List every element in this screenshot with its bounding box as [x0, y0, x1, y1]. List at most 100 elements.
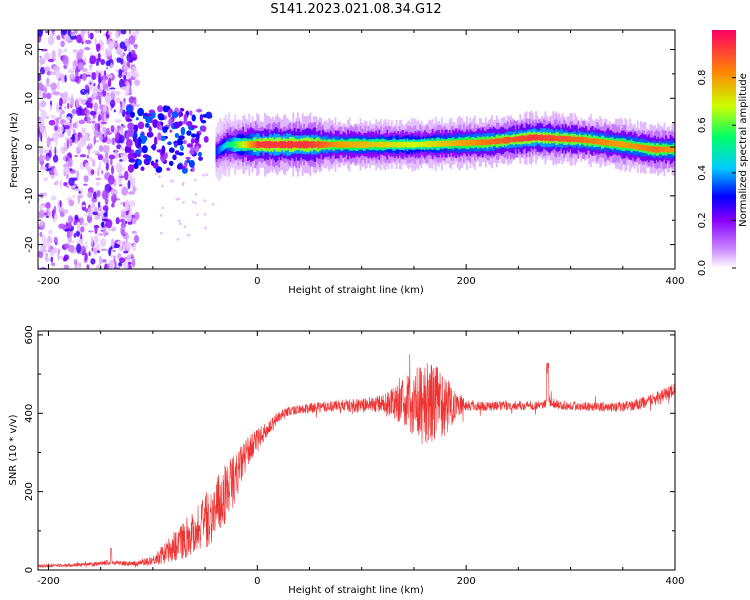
spectrogram-ridge-cell — [342, 141, 345, 148]
spectrogram-ridge-cell — [568, 135, 570, 143]
spectrogram-ridge-cell — [447, 140, 450, 147]
spectrogram-noise-blob — [118, 68, 122, 76]
spectrogram-noise-blob — [98, 145, 104, 152]
spectrogram-transition-blob — [150, 160, 155, 166]
spectrogram-noise-blob — [62, 209, 69, 214]
spectrogram-image — [38, 30, 675, 269]
spectrogram-ridge-cell — [613, 140, 616, 147]
spectrogram-noise-blob — [97, 166, 102, 173]
spectrogram-noise-blob — [55, 180, 59, 186]
spectrogram-transition-blob — [179, 107, 185, 112]
spectrogram-ridge-cell — [275, 141, 277, 148]
spectrogram-ridge-cell — [401, 141, 404, 148]
spectrogram-noise-blob — [98, 74, 102, 85]
spectrogram-noise-blob — [116, 50, 120, 54]
spectrogram-ridge-cell — [406, 141, 409, 148]
spectrogram-noise-blob — [59, 200, 62, 208]
figure-title: S141.2023.021.08.34.G12 — [270, 2, 441, 17]
spectrogram-noise-blob — [102, 145, 109, 153]
spectrogram-ridge-cell — [224, 142, 227, 149]
spectrogram-noise-blob — [105, 48, 109, 58]
spectrogram-noise-blob — [124, 170, 129, 181]
spectrogram-ridge-cell — [513, 136, 515, 142]
spectrogram-transition-blob — [161, 145, 166, 155]
spectrogram-transition-blob — [128, 158, 136, 163]
spectrogram-ridge-cell — [542, 135, 545, 140]
spectrogram-noise-blob — [130, 57, 137, 61]
spectrogram-ridge-cell — [292, 141, 295, 148]
spectrogram-noise-blob — [56, 35, 61, 41]
spectrogram-ridge-cell — [375, 142, 378, 147]
spectrogram-noise-blob — [102, 126, 107, 133]
spectrogram-ridge-cell — [289, 141, 291, 148]
spectrogram-transition-blob — [154, 136, 158, 146]
spectrogram-ridge-cell — [481, 139, 484, 146]
spectrogram-transition-blob — [155, 159, 159, 163]
spectrogram-noise-blob — [71, 94, 74, 102]
spectrogram-noise-blob — [94, 37, 97, 46]
spectrogram-ridge-cell — [591, 137, 594, 144]
spectrogram-ridge-cell — [279, 140, 282, 149]
spectrogram-ridge-cell — [594, 139, 597, 144]
spectrogram-noise-blob — [100, 248, 107, 251]
spectrogram-ridge-cell — [500, 138, 503, 144]
spectrogram-noise-blob — [50, 256, 54, 263]
spectrogram-noise-blob — [49, 248, 55, 257]
spectrogram-noise-blob — [47, 210, 52, 218]
spectrogram-ridge-cell — [433, 140, 436, 148]
spectrogram-transition-blob — [201, 119, 207, 124]
spectrogram-ridge-cell — [669, 146, 672, 153]
spectrogram-ridge-cell — [267, 141, 269, 148]
spectrogram-ridge-cell — [522, 135, 525, 142]
spectrogram-noise-blob — [79, 154, 87, 158]
spectrogram-ridge-cell — [369, 142, 371, 148]
spectrogram-noise-blob — [129, 205, 133, 216]
spectrogram-noise-blob — [39, 231, 43, 237]
spectrogram-transition-blob — [172, 154, 177, 161]
spectrogram-ridge-cell — [220, 145, 222, 152]
spectrogram-noise-blob — [67, 215, 74, 224]
spectrogram-ridge-cell — [394, 141, 396, 148]
spectrogram-noise-blob — [85, 74, 91, 77]
spectrogram-noise-blob — [123, 75, 127, 80]
spectrogram-noise-blob — [92, 211, 98, 216]
spectrogram-ridge-cell — [395, 142, 398, 147]
spectrogram-ridge-cell — [378, 141, 381, 148]
spectrogram-noise-blob — [90, 235, 94, 246]
spectrogram-noise-blob — [96, 190, 101, 197]
spectrogram-ridge-cell — [563, 135, 566, 142]
spectrogram-noise-blob — [132, 243, 137, 252]
spectrogram-noise-blob — [50, 262, 56, 267]
spectrogram-ridge-cell — [596, 138, 598, 145]
spectrogram-ridge-cell — [301, 141, 304, 148]
spectrogram-ridge-cell — [234, 141, 237, 148]
spectrogram-ridge-cell — [312, 141, 315, 149]
spectrogram-noise-blob — [38, 30, 43, 37]
colorbar-tick-label: 0.4 — [697, 165, 708, 181]
spectrogram-noise-blob — [108, 247, 112, 257]
spectrogram-ridge-cell — [572, 136, 575, 143]
spectrogram-ridge-cell — [638, 143, 641, 151]
spectrogram-noise-blob — [95, 177, 102, 181]
spectrogram-ridge-cell — [389, 142, 392, 147]
colorbar-label: Normalized spectral amplitude — [738, 73, 749, 227]
spectrogram-speck — [161, 206, 165, 210]
spectrogram-noise-blob — [120, 102, 123, 109]
spectrogram-ridge-cell — [376, 142, 379, 147]
spectrogram-noise-blob — [98, 232, 104, 237]
spectrogram-frame — [37, 29, 676, 270]
spectrogram-transition-blob — [205, 112, 212, 118]
spectrogram-noise-blob — [97, 83, 100, 90]
spectrogram-noise-blob — [63, 264, 70, 269]
spectrogram-noise-blob — [59, 179, 62, 189]
spectrogram-noise-blob — [116, 57, 122, 63]
spectrogram-ridge-cell — [436, 141, 439, 147]
spectrogram-ridge-cell — [367, 141, 370, 148]
spectrogram-ridge-cell — [654, 146, 656, 153]
spectrogram-transition-blob — [127, 122, 135, 130]
spectrogram-noise-blob — [127, 180, 131, 190]
spectrogram-noise-blob — [44, 254, 48, 262]
spectrogram-speck — [175, 197, 179, 201]
spectrogram-ridge-cell — [629, 142, 631, 149]
spectrogram-ridge-cell — [552, 135, 555, 142]
